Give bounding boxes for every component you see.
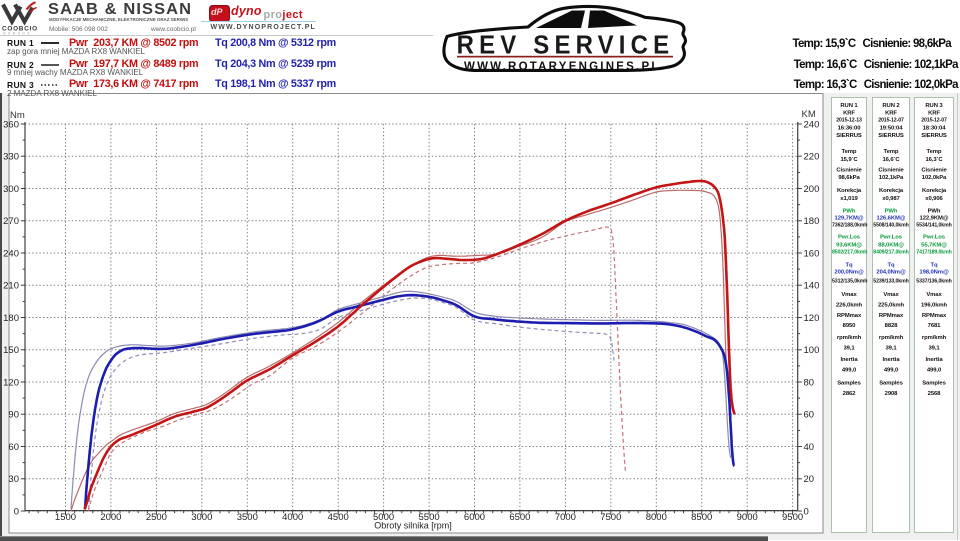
svg-text:WWW.ROTARYENGINES.PL: WWW.ROTARYENGINES.PL (464, 61, 659, 73)
svg-text:140: 140 (804, 281, 820, 292)
svg-text:150: 150 (3, 345, 19, 356)
svg-text:COOBCIO: COOBCIO (2, 26, 38, 33)
svg-text:6500: 6500 (509, 512, 530, 523)
svg-text:3500: 3500 (237, 512, 258, 523)
svg-text:5500: 5500 (419, 512, 440, 523)
svg-text:8000: 8000 (646, 512, 667, 523)
svg-text:GARAGE: GARAGE (3, 32, 32, 36)
svg-text:360: 360 (3, 119, 19, 130)
svg-text:Obroty silnika [rpm]: Obroty silnika [rpm] (374, 521, 452, 531)
svg-text:5000: 5000 (373, 512, 394, 523)
svg-text:80: 80 (804, 377, 815, 388)
svg-text:9500: 9500 (782, 512, 803, 523)
svg-text:120: 120 (3, 377, 19, 388)
svg-text:0: 0 (804, 506, 809, 517)
svg-text:240: 240 (3, 248, 19, 259)
svg-text:300: 300 (3, 184, 19, 195)
svg-text:160: 160 (804, 248, 820, 259)
svg-text:120: 120 (804, 313, 820, 324)
svg-text:30: 30 (8, 474, 19, 485)
svg-text:20: 20 (804, 474, 815, 485)
svg-text:4500: 4500 (328, 512, 349, 523)
svg-text:7500: 7500 (600, 512, 621, 523)
svg-text:180: 180 (3, 313, 19, 324)
svg-text:90: 90 (8, 410, 19, 421)
svg-text:0: 0 (14, 506, 19, 517)
svg-text:330: 330 (3, 152, 19, 163)
svg-text:60: 60 (804, 410, 815, 421)
svg-text:3000: 3000 (191, 512, 212, 523)
svg-text:7000: 7000 (555, 512, 576, 523)
svg-text:200: 200 (804, 184, 820, 195)
svg-text:9000: 9000 (737, 512, 758, 523)
svg-text:40: 40 (804, 442, 815, 453)
svg-text:60: 60 (8, 442, 19, 453)
svg-text:180: 180 (804, 216, 820, 227)
svg-text:240: 240 (804, 119, 820, 130)
svg-text:6000: 6000 (464, 512, 485, 523)
svg-text:KM: KM (802, 109, 816, 120)
svg-text:2500: 2500 (146, 512, 167, 523)
svg-text:270: 270 (3, 216, 19, 227)
svg-text:1500: 1500 (55, 512, 76, 523)
svg-text:210: 210 (3, 281, 19, 292)
svg-text:220: 220 (804, 152, 820, 163)
svg-text:100: 100 (804, 345, 820, 356)
svg-text:REV SERVICE: REV SERVICE (457, 32, 669, 60)
svg-text:2000: 2000 (100, 512, 121, 523)
svg-text:8500: 8500 (691, 512, 712, 523)
svg-text:4000: 4000 (282, 512, 303, 523)
svg-text:Nm: Nm (10, 110, 25, 121)
